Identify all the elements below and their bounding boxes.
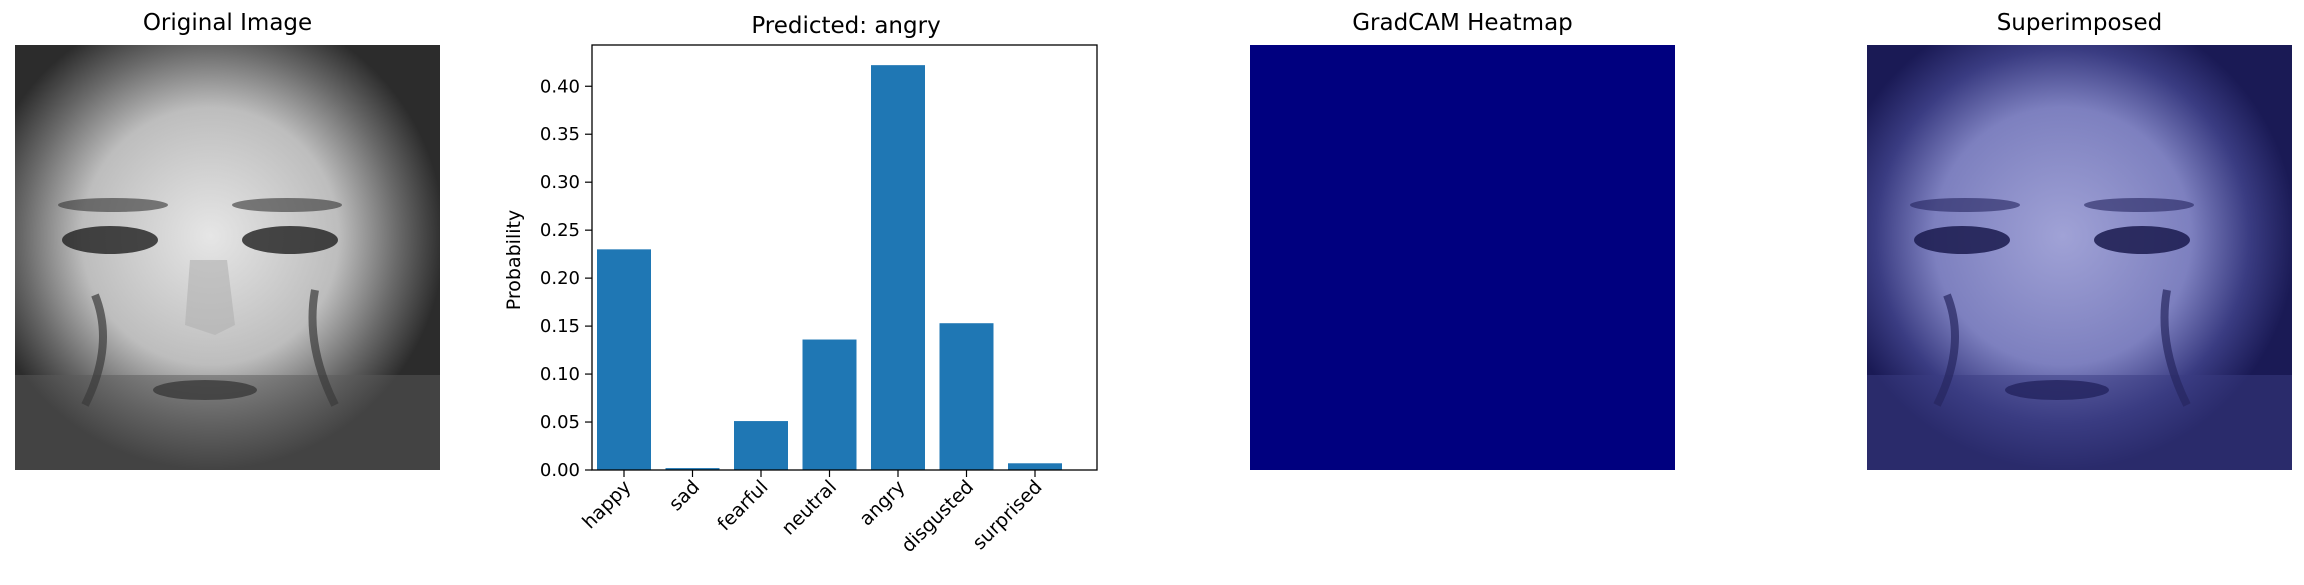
x-tick-label-angry: angry	[855, 476, 909, 530]
original-face-image	[15, 45, 440, 470]
y-tick-label: 0.35	[540, 124, 580, 145]
bar-happy	[597, 249, 651, 470]
gradcam-heatmap	[1250, 45, 1675, 470]
plot-frame	[591, 44, 1098, 471]
y-tick-label: 0.05	[540, 412, 580, 433]
superimposed-face-image	[1867, 45, 2292, 470]
y-tick-label: 0.30	[540, 172, 580, 193]
x-tick-label-sad: sad	[665, 476, 704, 515]
y-axis-label: Probability	[503, 210, 525, 310]
y-tick-label: 0.15	[540, 316, 580, 337]
chart-title: Predicted: angry	[751, 13, 940, 39]
bar-angry	[871, 65, 925, 470]
y-tick-label: 0.25	[540, 220, 580, 241]
x-tick-label-neutral: neutral	[777, 476, 841, 540]
bar-surprised	[1008, 463, 1062, 470]
y-tick-label: 0.40	[540, 76, 580, 97]
bar-sad	[665, 468, 720, 470]
x-tick-label-happy: happy	[578, 476, 635, 533]
x-tick-label-surprised: surprised	[968, 476, 1046, 554]
superimposed-title: Superimposed	[1996, 10, 2163, 36]
y-tick-label: 0.10	[540, 364, 580, 385]
x-tick-label-fearful: fearful	[713, 476, 772, 535]
y-tick-label: 0.00	[540, 460, 580, 481]
original-image-title: Original Image	[142, 10, 313, 36]
bar-neutral	[802, 339, 857, 470]
heatmap-title: GradCAM Heatmap	[1352, 10, 1573, 36]
x-tick-label-disgusted: disgusted	[897, 476, 978, 557]
bar-disgusted	[939, 323, 994, 470]
bar-fearful	[734, 421, 788, 470]
y-tick-label: 0.20	[540, 268, 580, 289]
